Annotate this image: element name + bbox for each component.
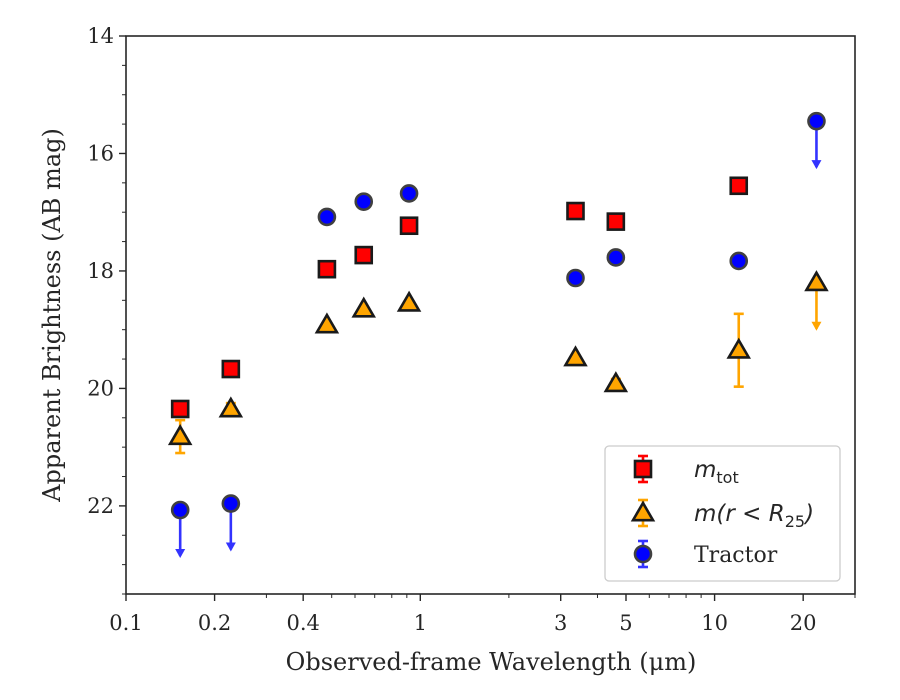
- data-point-square: [729, 176, 749, 196]
- data-point-triangle: [804, 270, 829, 292]
- legend-entry: mtot: [633, 454, 739, 487]
- x-axis-label: Observed-frame Wavelength (μm): [286, 648, 697, 676]
- x-tick-label: 0.4: [286, 611, 319, 635]
- data-point-triangle: [167, 423, 193, 446]
- series-circle: [170, 111, 826, 559]
- x-tick-label: 0.2: [198, 611, 231, 635]
- x-tick-label: 20: [790, 611, 817, 635]
- y-tick-label: 14: [87, 24, 114, 48]
- data-point-square: [170, 399, 190, 419]
- legend-label-main: m: [694, 457, 716, 483]
- legend-marker-circle: [633, 544, 653, 564]
- y-tick-label: 20: [87, 376, 114, 400]
- legend-label-subscript: 25: [785, 512, 805, 531]
- legend-entry: Tractor: [633, 539, 778, 569]
- legend-label-subscript: tot: [716, 468, 738, 487]
- legend-marker-square: [633, 459, 653, 479]
- data-point-triangle: [396, 290, 422, 312]
- x-tick-label: 0.1: [109, 611, 142, 635]
- data-point-square: [221, 359, 241, 379]
- data-point-square: [354, 245, 374, 265]
- data-point-circle: [170, 500, 190, 520]
- upper-limit-arrowhead: [811, 160, 822, 170]
- upper-limit-arrowhead: [811, 321, 822, 331]
- data-point-circle: [807, 111, 826, 131]
- upper-limit-arrowhead: [175, 549, 186, 559]
- data-point-circle: [221, 494, 241, 513]
- x-tick-label: 10: [701, 611, 728, 635]
- data-point-triangle: [726, 337, 751, 359]
- data-point-circle: [399, 184, 419, 203]
- upper-limit-arrowhead: [225, 542, 236, 552]
- x-tick-label: 3: [554, 611, 567, 635]
- legend-label: mtot: [694, 457, 739, 487]
- x-tick-label: 5: [619, 611, 632, 635]
- data-point-circle: [729, 251, 749, 271]
- plot-frame: [125, 35, 856, 595]
- legend-label-main: m(r < R: [694, 501, 785, 527]
- data-point-triangle: [314, 312, 340, 334]
- series-square: [170, 176, 749, 419]
- legend-box: [604, 445, 841, 582]
- y-tick-label: 18: [87, 259, 114, 283]
- data-point-circle: [354, 192, 374, 211]
- legend-label: Tractor: [694, 543, 778, 568]
- data-point-triangle: [563, 345, 588, 367]
- y-tick-label: 16: [87, 141, 114, 165]
- series-triangle: [167, 270, 829, 455]
- data-point-circle: [606, 248, 626, 267]
- y-axis-label: Apparent Brightness (AB mag): [38, 128, 66, 503]
- legend-label: m(r < R25): [694, 501, 814, 531]
- legend-label-main: Tractor: [694, 543, 778, 568]
- data-point-circle: [566, 268, 585, 288]
- legend: mtot m(r < R25) Tractor: [604, 445, 841, 582]
- data-point-square: [399, 216, 419, 236]
- data-point-circle: [317, 207, 337, 227]
- legend-marker-triangle: [630, 500, 656, 522]
- data-point-square: [606, 212, 626, 231]
- data-point-triangle: [351, 296, 376, 318]
- data-marks: [167, 111, 829, 559]
- data-point-triangle: [603, 371, 629, 393]
- legend-label-tail: ): [803, 501, 814, 527]
- legend-entry: m(r < R25): [630, 498, 814, 531]
- data-point-square: [566, 201, 585, 221]
- axes: 0.1 0.2 0.4 1 3 5 10 20 14 16 18 20 22: [87, 24, 856, 635]
- x-tick-label: 1: [414, 611, 427, 635]
- data-point-triangle: [218, 396, 244, 418]
- data-point-square: [317, 259, 337, 279]
- y-tick-label: 22: [87, 494, 114, 518]
